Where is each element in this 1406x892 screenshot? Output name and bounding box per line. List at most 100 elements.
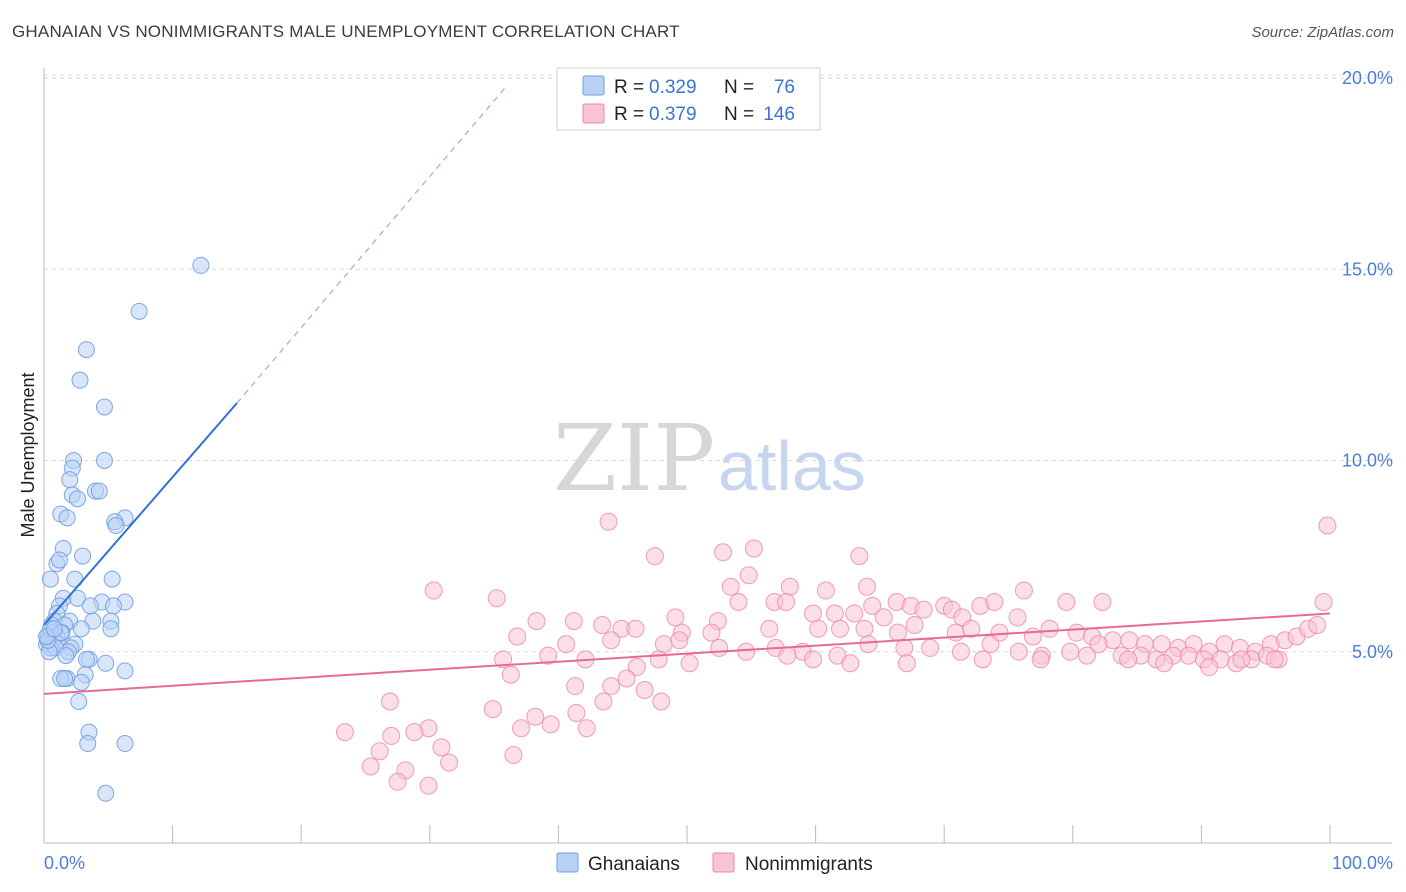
ghanaians-point — [77, 650, 95, 668]
nonimmigrants-point — [541, 715, 560, 734]
nonimmigrants-point — [504, 746, 523, 765]
nonimmigrants-point — [1009, 642, 1028, 661]
legend-label-ghanaians: Ghanaians — [588, 854, 680, 875]
ghanaians-point — [58, 509, 76, 527]
nonimmigrants-point — [841, 654, 860, 673]
nonimmigrants-point — [645, 547, 664, 566]
nonimmigrants-point — [951, 642, 970, 661]
nonimmigrants-point — [1200, 658, 1219, 677]
nonimmigrants-point — [921, 638, 940, 657]
nonimmigrants-point — [567, 703, 586, 722]
nonimmigrants-point — [874, 608, 893, 627]
axes — [43, 68, 1392, 844]
nonimmigrants-point — [594, 692, 613, 711]
nonimmigrants-point — [1155, 654, 1174, 673]
ghanaians-point — [97, 784, 115, 802]
ghanaians-point — [57, 647, 75, 665]
legend-n-value: 146 — [763, 104, 795, 125]
legend-swatch-nonimmigrants — [712, 852, 735, 873]
ghanaians-point — [116, 735, 134, 753]
nonimmigrants-point — [710, 638, 729, 657]
nonimmigrants-point — [654, 635, 673, 654]
nonimmigrants-point — [905, 615, 924, 634]
watermark-zip: ZIP — [553, 405, 715, 512]
gridlines — [44, 74, 1392, 653]
ghanaians-point — [107, 517, 125, 535]
trend-lines — [43, 85, 1331, 695]
ghanaians-point — [66, 570, 84, 588]
ghanaians-point — [45, 620, 63, 638]
nonimmigrants-point — [577, 719, 596, 738]
legend-n-label: N = — [724, 104, 754, 125]
y-tick-labels: 5.0% 10.0% 15.0% 20.0% — [1342, 68, 1393, 662]
nonimmigrants-point — [888, 623, 907, 642]
nonimmigrants-point — [737, 642, 756, 661]
ghanaians-point — [97, 654, 115, 672]
nonimmigrants-point — [566, 677, 585, 696]
chart-title: GHANAIAN VS NONIMMIGRANTS MALE UNEMPLOYM… — [12, 22, 680, 41]
nonimmigrants-point — [405, 723, 424, 742]
nonimmigrants-point — [831, 619, 850, 638]
nonimmigrants-point — [626, 619, 645, 638]
nonimmigrants-point — [649, 650, 668, 669]
nonimmigrants-point — [897, 654, 916, 673]
ghanaians-point — [130, 302, 148, 320]
nonimmigrants-point — [809, 619, 828, 638]
legend-bottom: Ghanaians Nonimmigrants — [556, 852, 873, 875]
nonimmigrants-point — [1077, 646, 1096, 665]
y-axis-label: Male Unemployment — [18, 372, 38, 537]
nonimmigrants-points — [335, 512, 1337, 795]
ghanaians-point — [95, 398, 113, 416]
nonimmigrants-point — [1119, 650, 1138, 669]
ghanaians-point — [95, 452, 113, 469]
nonimmigrants-point — [501, 665, 520, 684]
nonimmigrants-point — [1318, 516, 1337, 535]
nonimmigrants-point — [440, 753, 459, 772]
nonimmigrants-point — [1008, 608, 1027, 627]
ghanaians-point — [72, 620, 90, 638]
nonimmigrants-point — [512, 719, 531, 738]
nonimmigrants-point — [895, 638, 914, 657]
ghanaians-point — [103, 570, 121, 588]
nonimmigrants-point — [557, 635, 576, 654]
nonimmigrants-point — [602, 631, 621, 650]
nonimmigrants-point — [361, 757, 380, 776]
nonimmigrants-point — [714, 543, 733, 562]
nonimmigrants-point — [962, 619, 981, 638]
nonimmigrants-point — [382, 726, 401, 745]
nonimmigrants-point — [780, 577, 799, 596]
nonimmigrants-point — [760, 619, 779, 638]
nonimmigrants-point — [825, 604, 844, 623]
ghanaians-trend-extension — [236, 85, 508, 404]
nonimmigrants-point — [508, 627, 527, 646]
nonimmigrants-point — [863, 596, 882, 615]
ghanaians-point — [192, 256, 210, 274]
ghanaians-trend-line — [43, 402, 238, 626]
ghanaians-point — [50, 551, 68, 569]
nonimmigrants-point — [527, 612, 546, 631]
nonimmigrants-point — [858, 577, 877, 596]
nonimmigrants-point — [1120, 631, 1139, 650]
y-tick-label: 15.0% — [1342, 259, 1393, 279]
nonimmigrants-point — [370, 742, 389, 761]
y-tick-label: 5.0% — [1352, 642, 1393, 662]
nonimmigrants-trend-line — [43, 612, 1331, 695]
nonimmigrants-point — [1067, 623, 1086, 642]
nonimmigrants-point — [635, 681, 654, 699]
legend-r-label: R = — [614, 77, 644, 98]
x-tick-label-min: 0.0% — [44, 853, 85, 873]
nonimmigrants-point — [1057, 593, 1076, 612]
legend-r-value: 0.329 — [649, 77, 697, 98]
watermark-atlas: atlas — [718, 427, 866, 505]
nonimmigrants-point — [1314, 593, 1333, 612]
ghanaians-point — [68, 490, 86, 508]
legend-r-value: 0.379 — [649, 104, 697, 125]
legend-r-label: R = — [614, 104, 644, 125]
ghanaians-point — [104, 597, 122, 615]
ghanaians-point — [90, 482, 108, 500]
y-tick-label: 10.0% — [1342, 451, 1393, 471]
nonimmigrants-point — [666, 608, 685, 627]
nonimmigrants-point — [804, 650, 823, 669]
nonimmigrants-point — [599, 512, 618, 531]
